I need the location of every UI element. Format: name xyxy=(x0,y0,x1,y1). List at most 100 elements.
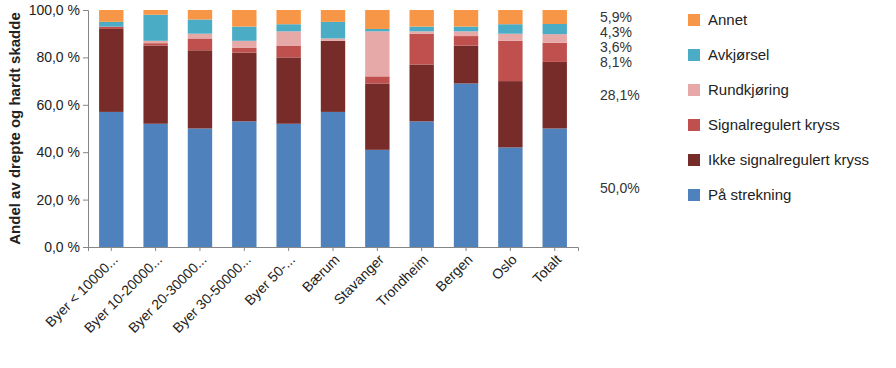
bar-segment xyxy=(99,27,123,29)
data-label: 4,3% xyxy=(600,24,632,40)
bar-segment xyxy=(454,27,478,32)
bar-segment xyxy=(143,46,167,124)
x-tick-mark xyxy=(466,247,467,251)
bar-segment xyxy=(232,10,256,27)
legend-label: Avkjørsel xyxy=(708,46,769,63)
y-axis-title: Andel av drepte og hardt skadde xyxy=(6,12,23,245)
bar-segment xyxy=(232,48,256,53)
y-tick-label: 80,0 % xyxy=(36,49,80,65)
bar-segment xyxy=(365,31,389,76)
x-tick-mark xyxy=(155,247,156,251)
bar-segment xyxy=(321,112,345,247)
legend-label: Annet xyxy=(708,11,748,28)
bar-segment xyxy=(188,38,212,50)
x-tick: Totalt xyxy=(529,247,564,286)
x-tick-label: Byer 10-20000... xyxy=(81,251,166,336)
legend-label: På strekning xyxy=(708,186,791,203)
x-tick-label: Trondheim xyxy=(373,251,431,309)
x-tick-label: Totalt xyxy=(529,251,564,286)
bar-segment xyxy=(409,27,433,32)
bar-segment xyxy=(232,41,256,48)
y-axis-line xyxy=(83,11,89,248)
bar-segment xyxy=(365,29,389,31)
x-tick-label: Byer 20-30000... xyxy=(125,251,210,336)
bar-segment xyxy=(454,10,478,27)
y-tick-mark xyxy=(83,57,88,58)
bar-segment xyxy=(365,83,389,149)
data-label: 3,6% xyxy=(600,39,632,55)
legend-swatch xyxy=(688,49,700,61)
y-tick: 20,0 % xyxy=(36,192,88,208)
bar-segment xyxy=(409,31,433,33)
x-tick-label: Oslo xyxy=(488,251,520,283)
bar-segment xyxy=(365,76,389,83)
data-label: 8,1% xyxy=(600,54,632,70)
x-tick: Oslo xyxy=(488,247,520,283)
x-tick-mark xyxy=(333,247,334,251)
bar-segment xyxy=(232,53,256,122)
bar-segment xyxy=(99,10,123,22)
bar-segment xyxy=(454,31,478,36)
bar-segment xyxy=(454,46,478,84)
bar-segment xyxy=(321,10,345,22)
bar-segment xyxy=(543,34,567,43)
bar-segment xyxy=(543,10,567,24)
x-tick-mark xyxy=(199,247,200,251)
x-tick-mark xyxy=(554,247,555,251)
x-axis: Byer < 10000...Byer 10-20000...Byer 20-3… xyxy=(42,247,578,336)
y-tick-label: 0,0 % xyxy=(44,239,80,255)
chart: 0,0 %20,0 %40,0 %60,0 %80,0 %100,0 %Byer… xyxy=(0,0,896,368)
bar-segment xyxy=(321,22,345,39)
bar-segment xyxy=(276,31,300,45)
x-tick: Byer 50-... xyxy=(241,247,298,308)
bar-segment xyxy=(498,147,522,247)
bar-segment xyxy=(498,10,522,24)
y-tick: 100,0 % xyxy=(29,2,88,18)
bar-segment xyxy=(99,22,123,27)
bar-segment xyxy=(543,129,567,248)
y-tick-label: 100,0 % xyxy=(29,2,80,18)
x-tick: Byer 20-30000... xyxy=(125,247,210,336)
x-tick: Trondheim xyxy=(373,247,431,310)
legend-swatch xyxy=(688,84,700,96)
x-tick-label: Bærum xyxy=(299,251,343,295)
x-tick-label: Byer 50-... xyxy=(241,251,298,308)
bar-segment xyxy=(365,10,389,29)
bar-segment xyxy=(232,27,256,41)
y-tick-mark xyxy=(83,105,88,106)
bar-segment xyxy=(498,81,522,147)
x-tick-mark xyxy=(421,247,422,251)
y-tick-label: 60,0 % xyxy=(36,97,80,113)
x-tick-label: Bergen xyxy=(432,251,475,294)
x-tick-mark xyxy=(288,247,289,251)
bar-segment xyxy=(498,34,522,41)
legend-swatch xyxy=(688,154,700,166)
bar-segment xyxy=(99,29,123,112)
bar-segment xyxy=(188,10,212,19)
bar-segment xyxy=(143,10,167,15)
bar-segment xyxy=(143,124,167,247)
y-tick: 80,0 % xyxy=(36,49,88,65)
bar-segment xyxy=(543,43,567,62)
x-tick-mark xyxy=(111,247,112,251)
bar-segment xyxy=(143,15,167,41)
bars xyxy=(99,10,567,247)
x-tick: Bærum xyxy=(299,247,343,295)
y-tick: 60,0 % xyxy=(36,97,88,113)
x-tick-mark xyxy=(377,247,378,251)
bar-segment xyxy=(321,38,345,40)
bar-segment xyxy=(409,34,433,65)
bar-segment xyxy=(276,24,300,31)
bar-segment xyxy=(454,36,478,45)
x-axis-line xyxy=(89,248,579,252)
legend-label: Signalregulert kryss xyxy=(708,116,840,133)
legend-swatch xyxy=(688,189,700,201)
y-tick-mark xyxy=(83,152,88,153)
bar-segment xyxy=(276,10,300,24)
y-tick-mark xyxy=(83,200,88,201)
legend-swatch xyxy=(688,14,700,26)
bar-segment xyxy=(543,62,567,129)
legend-label: Ikke signalregulert kryss xyxy=(708,151,869,168)
bar-segment xyxy=(409,121,433,247)
x-tick: Bergen xyxy=(432,247,475,295)
